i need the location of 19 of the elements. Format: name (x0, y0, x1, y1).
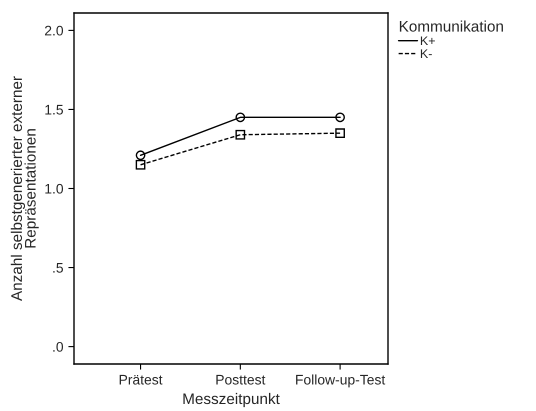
legend-title: Kommunikation (400, 20, 503, 32)
point (335, 112, 345, 122)
legend-label: K+ (420, 36, 435, 46)
point (136, 160, 146, 170)
x-tick-label: Posttest (216, 374, 266, 385)
y-tick-label: 2.0 (44, 26, 64, 36)
legend-label: K- (420, 49, 432, 58)
y-tick-label: 1.0 (45, 184, 64, 194)
point (235, 130, 246, 140)
point (136, 150, 146, 160)
point (235, 112, 246, 122)
y-tick-label: 1.5 (45, 104, 64, 115)
y-tick-label: .0 (53, 342, 64, 352)
y-tick-label: .5 (53, 263, 63, 273)
point (335, 128, 345, 138)
y-axis-title: Anzahl selbstgenerierter externer Repräsentationen (10, 76, 39, 301)
x-axis-title: Messzeitpunkt (183, 392, 280, 408)
x-tick-label: Prätest (120, 374, 162, 385)
x-tick-label: Follow-up-Test (296, 374, 386, 388)
